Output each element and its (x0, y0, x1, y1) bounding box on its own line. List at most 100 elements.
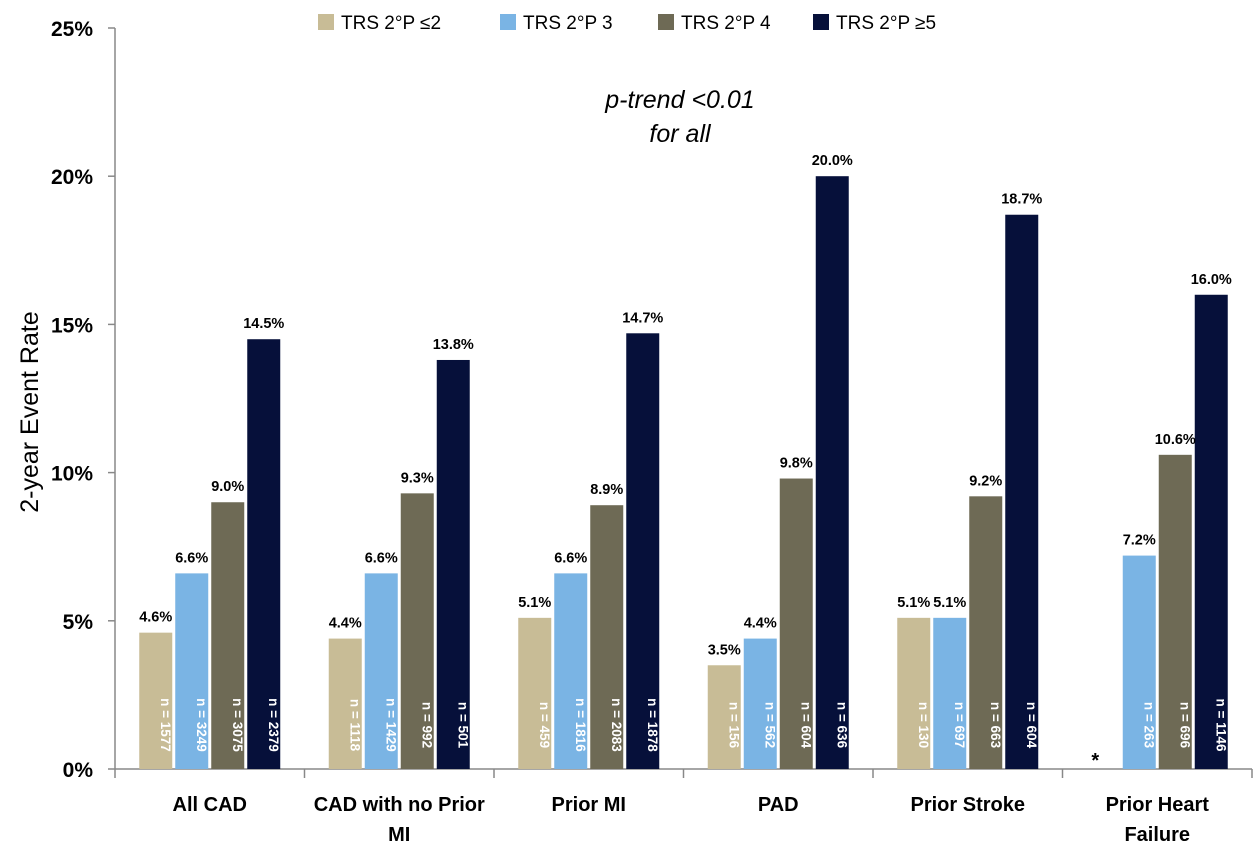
bar-n-label: n = 459 (537, 702, 552, 748)
value-labels: 4.6% 6.6% 9.0% 14.5% 4.4% 6.6% 9.3% 13.8% 5.1% 6.… (139, 153, 1232, 772)
bar-n-label: n = 636 (834, 702, 849, 749)
legend-label: TRS 2°P ≤2 (341, 13, 441, 34)
bar (590, 505, 624, 769)
bar-n-label: n = 1118 (347, 699, 362, 752)
y-axis: 0% 5% 10% 15% 20% 25% (51, 18, 116, 782)
bar-n-label: n = 130 (916, 702, 931, 748)
bar (400, 493, 434, 769)
bar-n-label: n = 2379 (266, 698, 281, 752)
bar-value-label: 9.8% (780, 456, 813, 472)
legend-swatch (813, 14, 829, 30)
bar-value-label: 16.0% (1191, 272, 1232, 288)
y-tick-label: 10% (51, 463, 93, 486)
annotation-line-1: p-trend <0.01 (604, 86, 754, 114)
bar (364, 573, 398, 769)
bar-n-label: n = 1878 (645, 698, 660, 752)
missing-data-marker: * (1091, 750, 1099, 772)
y-tick-label: 25% (51, 18, 93, 41)
bar (707, 665, 741, 769)
bar (1005, 214, 1039, 769)
bar-value-label: 6.6% (365, 550, 398, 566)
bar-value-label: 7.2% (1123, 533, 1156, 549)
y-tick-label: 5% (63, 611, 94, 634)
bar-value-label: 9.3% (401, 470, 434, 486)
bar-value-label: 9.0% (211, 479, 244, 495)
legend-swatch (658, 14, 674, 30)
bar-value-label: 4.4% (329, 616, 362, 632)
bar (1194, 294, 1228, 769)
bar (779, 478, 813, 769)
bar-value-label: 4.6% (139, 610, 172, 626)
bar (175, 573, 209, 769)
bar-n-label: n = 2083 (609, 698, 624, 752)
legend-swatch (318, 14, 334, 30)
bar-n-label: n = 263 (1141, 702, 1156, 749)
y-axis-label: 2-year Event Rate (16, 311, 44, 513)
bar-n-label: n = 156 (726, 702, 741, 749)
bar-n-label: n = 604 (798, 702, 813, 749)
bar (933, 617, 967, 769)
bar-n-label: n = 604 (1024, 702, 1039, 749)
bar (897, 617, 931, 769)
bar-n-label: n = 663 (988, 702, 1003, 749)
bar (1158, 454, 1192, 769)
x-category-label: CAD with no Prior MI (314, 794, 485, 844)
bar-value-label: 5.1% (933, 595, 966, 611)
legend-label: TRS 2°P 4 (681, 13, 771, 34)
y-tick-label: 0% (63, 759, 94, 782)
y-tick-label: 15% (51, 314, 93, 337)
x-category-label: All CAD (173, 794, 247, 816)
bar-value-label: 6.6% (554, 550, 587, 566)
bar-value-label: 3.5% (708, 642, 741, 658)
bar-value-label: 13.8% (433, 337, 474, 353)
bar-n-label: n = 1816 (573, 698, 588, 752)
bar-value-label: 8.9% (590, 482, 623, 498)
bar-n-label: n = 1429 (383, 698, 398, 752)
y-tick-label: 20% (51, 166, 93, 189)
bar-value-label: 4.4% (744, 616, 777, 632)
n-labels: n = 1577 n = 3249 n = 3075 n = 2379 n = 1118… (158, 698, 1229, 752)
bar-n-label: n = 1146 (1213, 699, 1228, 752)
bar-value-label: 6.6% (175, 550, 208, 566)
bar (1122, 555, 1156, 769)
bar-value-label: 18.7% (1001, 192, 1042, 208)
bar (518, 617, 552, 769)
bar-n-label: n = 562 (762, 702, 777, 748)
bar-value-label: 9.2% (969, 473, 1002, 489)
bar-n-label: n = 1577 (158, 698, 173, 752)
bar (626, 333, 660, 769)
bar (436, 359, 470, 769)
bars (139, 176, 1228, 769)
legend-swatch (500, 14, 516, 30)
x-category-label: PAD (758, 794, 799, 816)
bar-n-label: n = 3249 (194, 698, 209, 752)
legend: TRS 2°P ≤2 TRS 2°P 3 TRS 2°P 4 TRS 2°P ≥5 (318, 13, 936, 34)
bar (554, 573, 588, 769)
x-category-label: Prior Heart Failure (1106, 794, 1210, 844)
bar-value-label: 14.5% (243, 316, 284, 332)
bar (211, 502, 245, 769)
bar (328, 638, 362, 769)
x-category-label: Prior MI (552, 794, 626, 816)
bar-value-label: 10.6% (1155, 432, 1196, 448)
annotation-line-2: for all (649, 120, 712, 148)
bar-value-label: 20.0% (812, 153, 853, 169)
x-category-label: Prior Stroke (911, 794, 1025, 816)
bar-n-label: n = 697 (952, 702, 967, 748)
x-axis: All CAD CAD with no Prior MI Prior MI PAD Pri… (114, 768, 1253, 844)
bar-value-label: 5.1% (518, 595, 551, 611)
bar-value-label: 5.1% (897, 595, 930, 611)
bar-n-label: n = 501 (455, 702, 470, 749)
legend-label: TRS 2°P 3 (523, 13, 613, 34)
bar (969, 496, 1003, 769)
bar (815, 176, 849, 769)
legend-label: TRS 2°P ≥5 (836, 13, 936, 34)
bar-value-label: 14.7% (622, 310, 663, 326)
bar (743, 638, 777, 769)
bar (247, 339, 281, 769)
bar (139, 632, 173, 769)
bar-n-label: n = 3075 (230, 698, 245, 752)
bar-n-label: n = 696 (1177, 702, 1192, 749)
bar-n-label: n = 992 (419, 702, 434, 748)
